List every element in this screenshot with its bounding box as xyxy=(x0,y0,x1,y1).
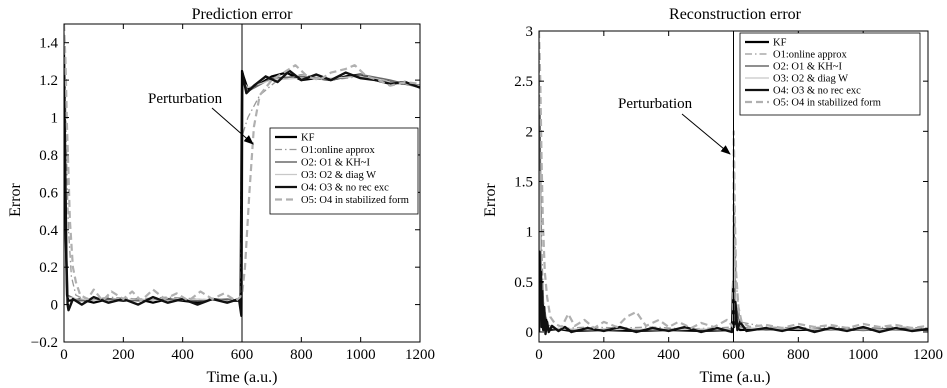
prediction-error-perturbation-arrow xyxy=(211,107,254,145)
reconstruction-error-y-tick-label: 0.5 xyxy=(514,275,533,291)
prediction-error-legend-label: O4: O3 & no rec exc xyxy=(301,183,389,194)
prediction-error-x-tick-label: 800 xyxy=(290,347,313,363)
prediction-error-y-tick-label: 0.2 xyxy=(39,260,58,276)
reconstruction-error-perturbation-arrow xyxy=(681,113,731,155)
reconstruction-error-x-tick-label: 1000 xyxy=(848,347,878,363)
reconstruction-error-legend-label: O3: O2 & diag W xyxy=(773,74,848,85)
reconstruction-error-legend-label: O2: O1 & KH~I xyxy=(773,62,842,73)
prediction-error-y-tick-label: 1 xyxy=(51,111,59,127)
prediction-error-series-6 xyxy=(64,24,420,302)
prediction-error-series-2 xyxy=(64,33,420,302)
prediction-error-legend-label: O1:online approx xyxy=(301,145,376,156)
prediction-error-x-ticks: 0 200 400 600 800 1000 1200 xyxy=(60,24,435,363)
reconstruction-error-legend-label: O5: O4 in stabilized form xyxy=(773,98,881,109)
prediction-error-title: Prediction error xyxy=(192,6,294,23)
reconstruction-error-x-axis-label: Time (a.u.) xyxy=(700,369,771,386)
reconstruction-error-title: Reconstruction error xyxy=(669,6,802,23)
reconstruction-error-x-tick-label: 800 xyxy=(787,347,810,363)
reconstruction-error-x-ticks: 0 200 400 600 800 1000 1200 xyxy=(535,31,943,363)
prediction-error-x-tick-label: 0 xyxy=(60,347,68,363)
reconstruction-error-series-2 xyxy=(539,51,928,330)
prediction-error-x-tick-label: 200 xyxy=(112,347,135,363)
prediction-error-legend-box xyxy=(269,127,419,215)
reconstruction-error-y-tick-label: 3 xyxy=(526,24,534,40)
reconstruction-error-y-tick-label: 2.5 xyxy=(514,74,533,90)
reconstruction-error-y-axis-label: Error xyxy=(482,182,499,216)
reconstruction-error-legend-label: O1:online approx xyxy=(773,50,848,61)
reconstruction-error-y-ticks: 0 0.5 1 1.5 2 2.5 3 xyxy=(514,24,928,341)
reconstruction-error-legend-label: KF xyxy=(773,38,787,49)
reconstruction-error-legend-box xyxy=(739,32,921,116)
reconstruction-error-x-tick-label: 600 xyxy=(722,347,745,363)
prediction-error-series-group xyxy=(64,24,420,317)
prediction-error-series-5 xyxy=(64,61,420,317)
prediction-error-y-axis-label: Error xyxy=(7,182,24,216)
prediction-error-legend-label: O2: O1 & KH~I xyxy=(301,158,370,169)
prediction-error-legend-label: O5: O4 in stabilized form xyxy=(301,195,409,206)
reconstruction-error-y-tick-label: 1.5 xyxy=(514,174,533,190)
prediction-error-y-tick-label: 0 xyxy=(51,298,59,314)
reconstruction-error-x-tick-label: 1200 xyxy=(913,347,943,363)
prediction-error-chart: 0 200 400 600 800 1000 1200 −0.200.20.40.60.81… xyxy=(7,6,435,386)
reconstruction-error-series-6 xyxy=(539,31,928,330)
prediction-error-x-tick-label: 1200 xyxy=(405,347,435,363)
prediction-error-legend-label: KF xyxy=(301,133,315,144)
reconstruction-error-series-group xyxy=(539,31,928,336)
prediction-error-y-tick-label: 0.6 xyxy=(39,185,58,201)
prediction-error-x-tick-label: 1000 xyxy=(346,347,376,363)
prediction-error-y-tick-label: 1.2 xyxy=(39,73,58,89)
reconstruction-error-x-tick-label: 400 xyxy=(657,347,680,363)
prediction-error-legend-label: O3: O2 & diag W xyxy=(301,170,376,181)
reconstruction-error-y-tick-label: 2 xyxy=(526,124,534,140)
prediction-error-y-tick-label: 0.8 xyxy=(39,148,58,164)
prediction-error-x-axis-label: Time (a.u.) xyxy=(207,369,278,386)
reconstruction-error-series-5 xyxy=(539,250,928,336)
prediction-error-y-tick-label: −0.2 xyxy=(31,335,58,351)
prediction-error-x-tick-label: 400 xyxy=(171,347,194,363)
reconstruction-error-x-tick-label: 0 xyxy=(535,347,543,363)
prediction-error-x-tick-label: 600 xyxy=(231,347,254,363)
reconstruction-error-y-tick-label: 1 xyxy=(526,225,534,241)
prediction-error-perturbation-label: Perturbation xyxy=(148,91,223,107)
prediction-error-y-tick-label: 0.4 xyxy=(39,223,58,239)
reconstruction-error-chart: 0 200 400 600 800 1000 1200 0 0.5 1 1.5 2 2.5 3 Reco… xyxy=(482,6,943,386)
prediction-error-y-ticks: −0.2 0 0.2 0.4 0.6 0.8 1 1.2 1.4 xyxy=(31,36,420,351)
reconstruction-error-legend-label: O4: O3 & no rec exc xyxy=(773,86,861,97)
reconstruction-error-y-tick-label: 0 xyxy=(526,325,534,341)
reconstruction-error-x-tick-label: 200 xyxy=(593,347,616,363)
prediction-error-y-tick-label: 1.4 xyxy=(39,36,58,52)
reconstruction-error-perturbation-label: Perturbation xyxy=(618,96,693,112)
